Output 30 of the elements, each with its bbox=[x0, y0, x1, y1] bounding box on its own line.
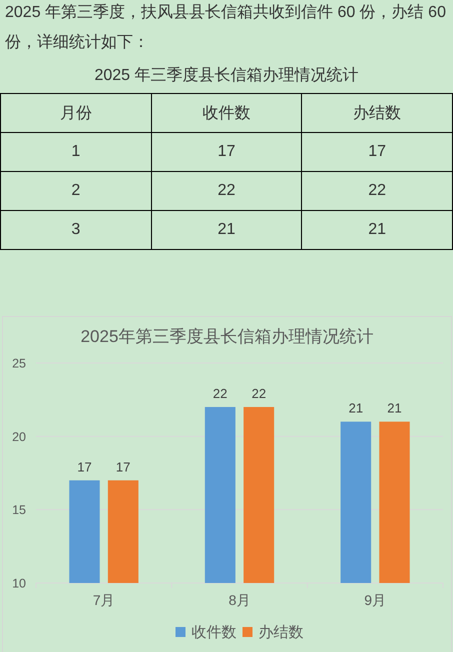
category-label: 3 bbox=[0, 210, 152, 250]
legend-label: 收件数 bbox=[192, 624, 236, 641]
x-tick-label: 7月 bbox=[92, 592, 115, 608]
data-label: 17 bbox=[151, 132, 302, 172]
data-label: 22 bbox=[151, 172, 302, 210]
data-label: 17 bbox=[77, 459, 92, 474]
data-label: 21 bbox=[151, 210, 302, 250]
data-label: 21 bbox=[387, 400, 402, 416]
data-label: 22 bbox=[302, 172, 452, 210]
y-tick-label: 25 bbox=[12, 356, 26, 370]
y-tick-label: 15 bbox=[12, 503, 26, 518]
data-label: 22 bbox=[252, 386, 266, 401]
x-tick-label: 9月 bbox=[364, 592, 386, 608]
data-label: 21 bbox=[348, 400, 364, 416]
y-tick-label: 20 bbox=[12, 430, 26, 444]
y-tick-label: 10 bbox=[12, 576, 26, 590]
chart-title: 2025年第三季度县长信箱办理情况统计 bbox=[80, 327, 374, 346]
text: 2025 年第三季度，扶风县县长信箱共收到信件 60 份，办结 60 份，详细统计如下： bbox=[5, 2, 447, 53]
data-label: 17 bbox=[302, 132, 452, 172]
legend-label: 办结数 bbox=[258, 624, 304, 641]
x-tick-label: 8月 bbox=[228, 592, 250, 608]
category-label: 2 bbox=[0, 172, 152, 210]
data-label: 17 bbox=[116, 459, 130, 474]
text: 月份 bbox=[0, 94, 152, 132]
data-label: 21 bbox=[302, 210, 452, 250]
text: 2025 年三季度县长信箱办理情况统计 bbox=[93, 66, 360, 86]
text: 收件数 bbox=[151, 94, 302, 132]
data-label: 22 bbox=[212, 386, 228, 401]
text: 办结数 bbox=[302, 94, 452, 132]
category-label: 1 bbox=[0, 132, 152, 172]
